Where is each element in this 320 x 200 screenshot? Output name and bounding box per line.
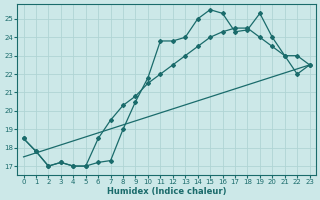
X-axis label: Humidex (Indice chaleur): Humidex (Indice chaleur) [107,187,226,196]
